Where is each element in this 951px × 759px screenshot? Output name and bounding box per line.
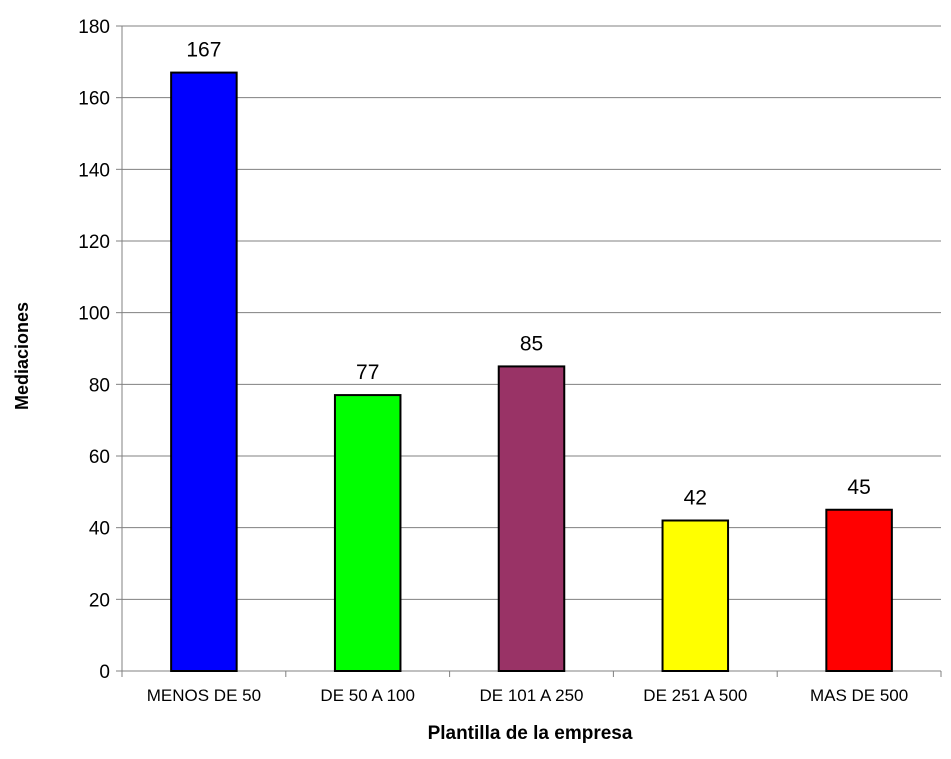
y-tick-label: 100: [78, 304, 110, 325]
bar: [825, 508, 893, 672]
x-tick-label: MENOS DE 50: [147, 686, 261, 705]
x-tick-label: MAS DE 500: [810, 686, 908, 705]
y-tick-label: 60: [89, 447, 110, 468]
data-label: 85: [520, 332, 543, 355]
bar: [170, 71, 238, 673]
grid-lines: [122, 25, 941, 600]
data-labels: 167 77 85 42 45: [186, 39, 870, 510]
data-label: 45: [847, 476, 870, 499]
data-label: 42: [684, 487, 707, 510]
bar: [661, 519, 730, 672]
y-tick-label: 0: [99, 662, 110, 683]
x-tick-label: DE 50 A 100: [320, 686, 415, 705]
y-tick-label: 40: [89, 519, 110, 540]
bars: [170, 71, 893, 673]
x-tick-label: DE 251 A 500: [643, 686, 747, 705]
y-tick-label: 160: [78, 89, 110, 110]
axes: 0 20 40 60 80 100 120 140 160 180 MENOS DE 50 DE 50…: [78, 17, 942, 705]
y-tick-label: 20: [89, 590, 110, 611]
y-tick-label: 180: [78, 17, 110, 38]
bar: [333, 394, 402, 672]
x-tick-label: DE 101 A 250: [480, 686, 584, 705]
data-label: 77: [356, 361, 379, 384]
y-tick-label: 120: [78, 232, 110, 253]
y-tick-label: 140: [78, 160, 110, 181]
data-label: 167: [186, 39, 221, 62]
bar: [497, 365, 566, 672]
y-tick-label: 80: [89, 375, 110, 396]
y-axis-title: Mediaciones: [12, 302, 32, 410]
x-axis-title: Plantilla de la empresa: [428, 723, 633, 744]
